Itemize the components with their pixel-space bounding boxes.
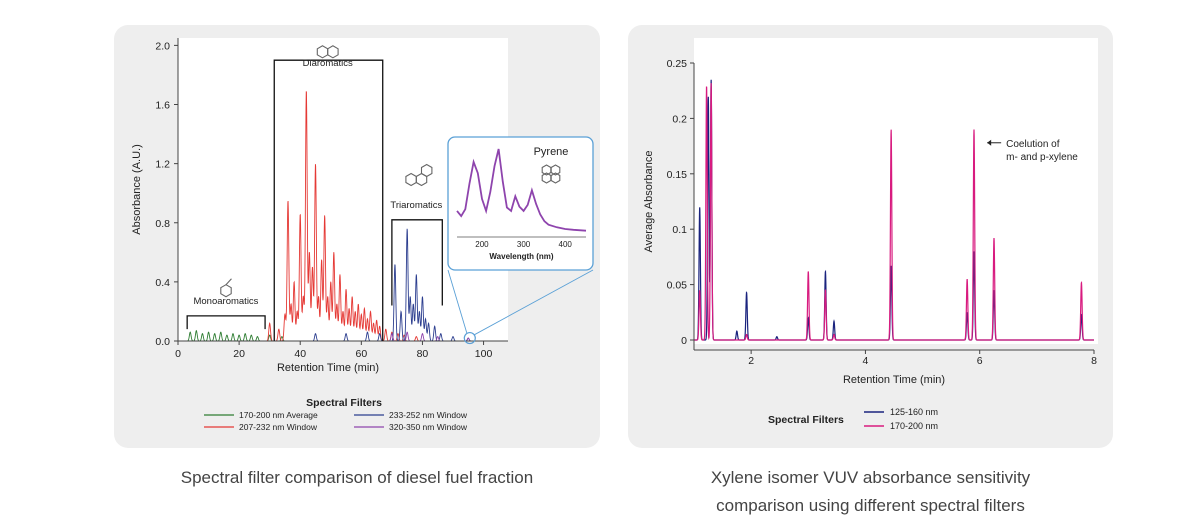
x-tick-label: 100	[475, 348, 493, 360]
coelution-label-line-2: m- and p-xylene	[1006, 152, 1078, 163]
plot-background	[694, 38, 1098, 344]
diesel-chromatogram-chart: 0 20 40 60 80 100 0.0 0.4 0.8 1.2 1.6 2.0 Retention …	[131, 38, 594, 432]
inset-x-axis-label: Wavelength (nm)	[489, 252, 553, 261]
callout-line	[473, 269, 594, 336]
triaromatics-label: Triaromatics	[390, 200, 442, 211]
left-caption-text: Spectral filter comparison of diesel fue…	[180, 468, 534, 487]
x-tick-label: 2	[748, 355, 754, 367]
right-chart-panel: 2 4 6 8 0 0.05 0.1 0.15 0.2 0.25 Retention Time (m…	[628, 25, 1113, 448]
legend-entry-label: 125-160 nm	[890, 407, 938, 417]
legend-entry-label: 233-252 nm Window	[389, 410, 468, 420]
y-tick-label: 0.4	[155, 277, 170, 289]
right-caption: Xylene isomer VUV absorbance sensitivity…	[628, 464, 1113, 520]
xylene-chromatogram-chart: 2 4 6 8 0 0.05 0.1 0.15 0.2 0.25 Retention Time (m…	[643, 38, 1098, 431]
y-tick-label: 0.8	[155, 218, 170, 230]
x-tick-label: 6	[977, 355, 983, 367]
x-tick-label: 60	[355, 348, 367, 360]
y-tick-label: 0.25	[667, 58, 688, 70]
x-axis-label: Retention Time (min)	[843, 374, 945, 386]
diaromatics-bracket	[273, 59, 384, 341]
triaromatics-bracket	[391, 219, 443, 306]
series-line-1	[694, 83, 1094, 341]
left-chart-panel: 0 20 40 60 80 100 0.0 0.4 0.8 1.2 1.6 2.0 Retention …	[114, 25, 600, 448]
left-caption: Spectral filter comparison of diesel fue…	[114, 464, 600, 492]
y-tick-label: 0.2	[672, 113, 687, 125]
y-tick-label: 0.1	[672, 224, 687, 236]
y-tick-label: 1.2	[155, 159, 170, 171]
inset-x-tick-label: 200	[475, 240, 489, 249]
inset-title: Pyrene	[534, 146, 569, 158]
x-tick-label: 0	[175, 348, 181, 360]
legend-title: Spectral Filters	[768, 414, 844, 426]
inset-x-tick-label: 400	[559, 240, 573, 249]
legend-title: Spectral Filters	[306, 397, 382, 409]
pyrene-molecule-icon	[541, 164, 561, 184]
legend-entry-label: 170-200 nm Average	[239, 410, 318, 420]
diaromatics-label: Diaromatics	[303, 58, 353, 69]
y-axis-label: Average Absorbance	[643, 151, 655, 253]
legend-entry-label: 320-350 nm Window	[389, 422, 468, 432]
benzene-molecule-icon	[220, 278, 232, 298]
y-axis-label: Absorbance (A.U.)	[131, 144, 143, 234]
right-caption-line-1: Xylene isomer VUV absorbance sensitivity	[710, 468, 1031, 487]
x-axis-label: Retention Time (min)	[277, 362, 379, 374]
legend-entry-label: 170-200 nm	[890, 421, 938, 431]
right-caption-line-2: comparison using different spectral filt…	[716, 496, 1025, 515]
monoaromatics-label: Monoaromatics	[193, 296, 258, 307]
x-tick-label: 4	[863, 355, 869, 367]
y-tick-label: 0.15	[667, 169, 688, 181]
y-tick-label: 1.6	[155, 100, 170, 112]
y-tick-label: 0.0	[155, 336, 170, 348]
pyrene-inset-box	[447, 136, 594, 271]
coelution-label-line-1: Coelution of	[1006, 139, 1060, 150]
x-tick-label: 80	[417, 348, 429, 360]
x-tick-label: 40	[294, 348, 306, 360]
y-tick-label: 0	[681, 335, 687, 347]
naphthalene-molecule-icon	[316, 45, 339, 59]
x-tick-label: 20	[233, 348, 245, 360]
legend-entry-label: 207-232 nm Window	[239, 422, 318, 432]
phenanthrene-molecule-icon	[405, 163, 433, 187]
pyrene-spectrum-line	[456, 148, 587, 232]
y-tick-label: 0.05	[667, 280, 688, 292]
x-tick-label: 8	[1091, 355, 1097, 367]
pyrene-peak-marker	[463, 331, 476, 345]
callout-line	[447, 269, 468, 334]
inset-x-tick-label: 300	[517, 240, 531, 249]
y-tick-label: 2.0	[155, 40, 170, 52]
monoaromatics-bracket	[186, 315, 266, 330]
coelution-arrowhead	[987, 139, 992, 146]
